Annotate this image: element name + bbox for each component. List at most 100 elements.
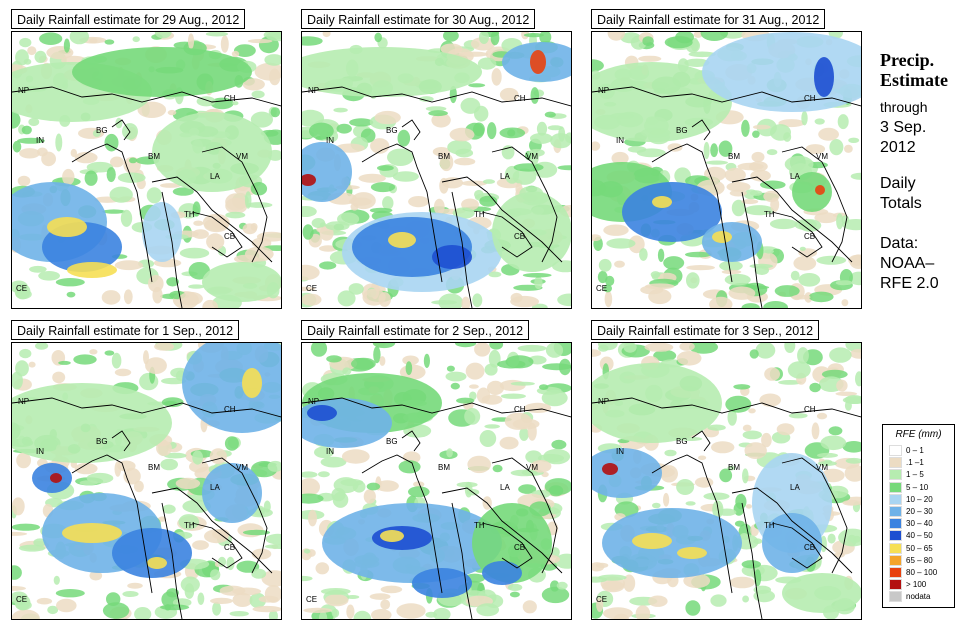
- rain-cell: [432, 245, 472, 269]
- rain-speckle: [63, 38, 70, 53]
- rain-speckle: [137, 101, 167, 119]
- rain-speckle: [753, 124, 771, 130]
- rain-speckle: [210, 569, 221, 581]
- rain-speckle: [544, 478, 571, 495]
- country-boundary: [401, 119, 421, 141]
- rain-cell: [112, 528, 192, 578]
- rain-speckle: [189, 460, 209, 473]
- rain-speckle: [264, 54, 281, 66]
- rain-speckle: [21, 125, 32, 135]
- rain-speckle: [192, 450, 204, 465]
- rainfall-legend: RFE (mm) 0 – 1 .1 –1 1 – 5 5 – 10 10 – 20 20 …: [882, 424, 955, 608]
- country-label-in: IN: [616, 447, 624, 456]
- rain-speckle: [398, 460, 421, 474]
- rain-speckle: [346, 595, 360, 599]
- country-boundary: [771, 211, 823, 258]
- rain-speckle: [244, 246, 274, 262]
- rain-speckle: [711, 441, 735, 454]
- rain-speckle: [318, 471, 330, 478]
- rain-speckle: [592, 349, 602, 357]
- rain-speckle: [827, 533, 836, 544]
- legend-label: 65 – 80: [906, 555, 933, 565]
- rain-speckle: [19, 148, 40, 159]
- rain-cell: [62, 523, 122, 543]
- rain-cell: [762, 513, 822, 573]
- rain-speckle: [84, 170, 98, 186]
- sidebar-date: 3 Sep.: [880, 119, 927, 136]
- rain-speckle: [461, 296, 471, 308]
- rain-speckle: [396, 603, 426, 619]
- rain-speckle: [642, 36, 654, 46]
- rain-speckle: [689, 343, 718, 354]
- rain-speckle: [490, 32, 500, 46]
- legend-item: .1 –1: [889, 457, 924, 469]
- rainfall-map: NP IN BG CH BM VM LA TH CB CE: [301, 31, 572, 309]
- country-label-bm: BM: [438, 152, 450, 161]
- rain-speckle: [212, 601, 222, 616]
- rain-cell: [792, 172, 832, 212]
- legend-label: 1 – 5: [906, 470, 924, 480]
- rainfall-field: [592, 32, 861, 308]
- rain-speckle: [53, 575, 60, 585]
- rain-speckle: [302, 293, 322, 306]
- rain-speckle: [510, 381, 535, 386]
- legend-item: 10 – 20: [889, 493, 933, 505]
- rain-speckle: [844, 400, 852, 411]
- rain-speckle: [392, 171, 419, 182]
- rain-speckle: [519, 427, 529, 441]
- rain-speckle: [446, 448, 453, 458]
- rain-speckle: [332, 491, 349, 508]
- rain-speckle: [419, 96, 434, 102]
- rain-speckle: [741, 303, 760, 308]
- rain-speckle: [439, 177, 449, 194]
- rain-speckle: [242, 529, 271, 536]
- rain-speckle: [829, 139, 844, 156]
- rainfall-field: [12, 343, 281, 619]
- rain-speckle: [101, 290, 121, 305]
- rain-speckle: [302, 286, 316, 292]
- rain-speckle: [110, 156, 124, 168]
- rain-speckle: [106, 592, 121, 606]
- rain-speckle: [180, 576, 200, 593]
- rain-speckle: [234, 44, 256, 57]
- rain-speckle: [828, 426, 843, 436]
- rain-speckle: [309, 122, 334, 140]
- country-label-bg: BG: [386, 126, 398, 135]
- rain-speckle: [205, 32, 228, 37]
- rain-speckle: [614, 260, 625, 268]
- rain-speckle: [449, 127, 475, 142]
- rain-speckle: [160, 183, 181, 188]
- rain-speckle: [351, 357, 376, 370]
- rain-speckle: [468, 83, 486, 88]
- country-boundary: [731, 176, 853, 263]
- rain-speckle: [735, 493, 747, 510]
- rain-speckle: [89, 349, 98, 355]
- rain-speckle: [472, 293, 483, 308]
- rain-speckle: [703, 492, 730, 501]
- rain-speckle: [319, 245, 338, 252]
- rain-speckle: [504, 165, 520, 184]
- rain-speckle: [446, 365, 455, 372]
- rain-speckle: [841, 219, 861, 231]
- rain-cell: [202, 463, 262, 523]
- country-label-np: NP: [598, 397, 610, 406]
- rain-speckle: [206, 233, 225, 251]
- rain-speckle: [104, 39, 115, 45]
- sidebar-product: RFE 2.0: [880, 275, 939, 292]
- rain-speckle: [52, 371, 66, 384]
- country-label-in: IN: [616, 136, 624, 145]
- rain-speckle: [597, 270, 608, 284]
- rain-cell: [302, 142, 352, 202]
- country-boundary: [191, 211, 243, 258]
- rain-speckle: [454, 157, 476, 166]
- rain-speckle: [469, 391, 477, 401]
- legend-label: .1 –1: [906, 458, 924, 468]
- rain-cell: [388, 232, 416, 248]
- rain-speckle: [303, 549, 311, 554]
- rain-speckle: [524, 402, 552, 413]
- rain-speckle: [829, 347, 852, 363]
- rain-speckle: [479, 32, 489, 44]
- rain-speckle: [318, 611, 328, 619]
- rain-speckle: [252, 605, 281, 613]
- country-boundary: [592, 397, 861, 418]
